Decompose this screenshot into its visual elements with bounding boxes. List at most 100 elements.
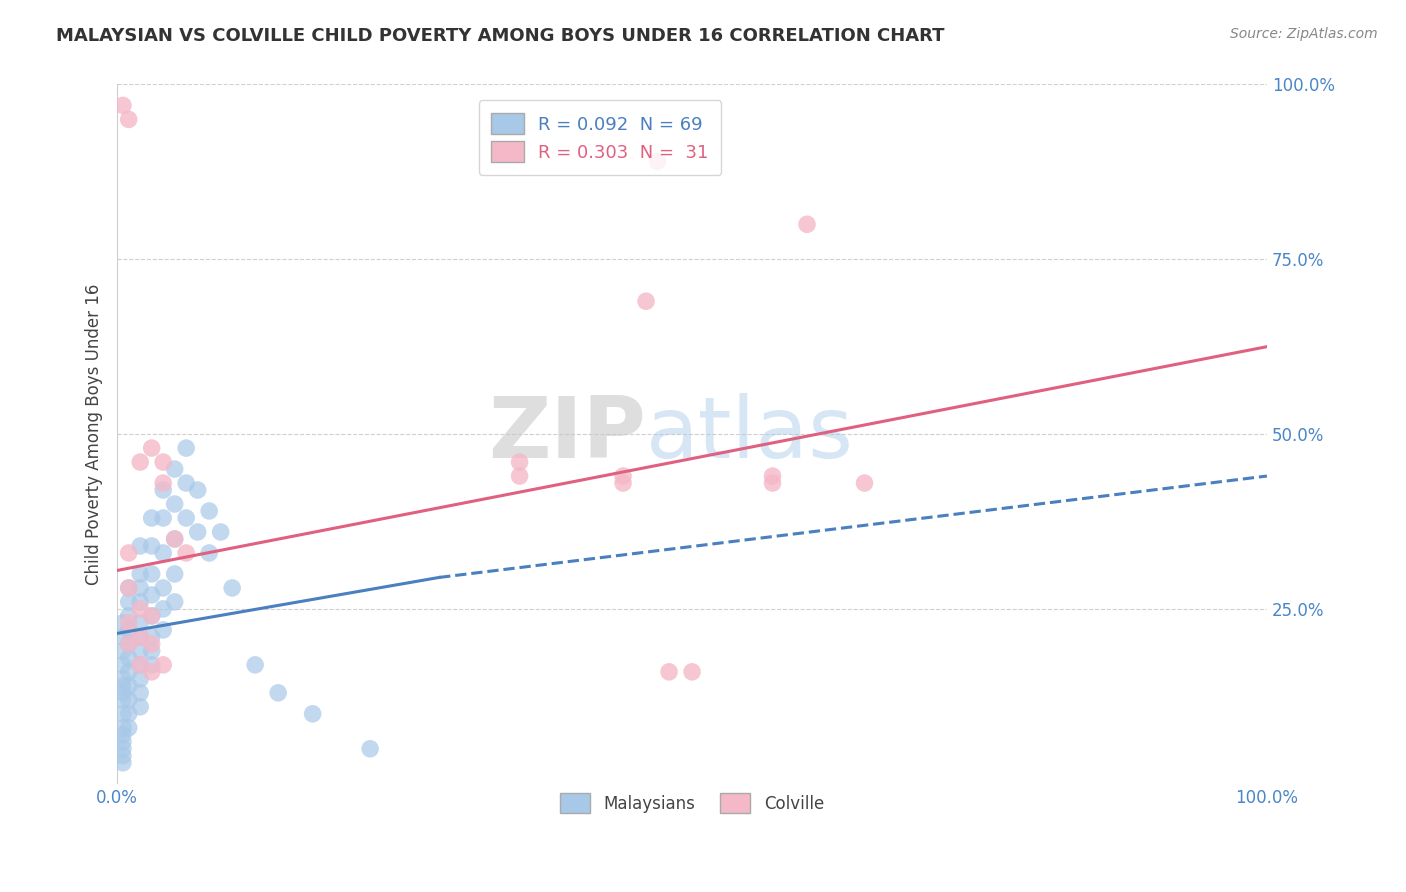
Point <box>111 693 134 707</box>
Point <box>111 686 134 700</box>
Point <box>681 665 703 679</box>
Point <box>761 476 783 491</box>
Point <box>152 623 174 637</box>
Point <box>658 665 681 679</box>
Point <box>267 686 290 700</box>
Point <box>509 455 531 469</box>
Point <box>198 546 221 560</box>
Point <box>152 455 174 469</box>
Point <box>129 657 152 672</box>
Point <box>647 154 669 169</box>
Point <box>163 532 186 546</box>
Point <box>118 546 141 560</box>
Point <box>187 483 209 497</box>
Point <box>129 581 152 595</box>
Point <box>111 630 134 644</box>
Point <box>141 630 163 644</box>
Point <box>111 644 134 658</box>
Point <box>111 756 134 770</box>
Point <box>111 657 134 672</box>
Point <box>359 741 381 756</box>
Point <box>141 665 163 679</box>
Text: ZIP: ZIP <box>488 392 645 475</box>
Point <box>118 615 141 630</box>
Point <box>129 595 152 609</box>
Point <box>612 476 634 491</box>
Point <box>853 476 876 491</box>
Point <box>118 623 141 637</box>
Point <box>118 665 141 679</box>
Point <box>118 581 141 595</box>
Point <box>118 679 141 693</box>
Point <box>187 524 209 539</box>
Legend: Malaysians, Colville: Malaysians, Colville <box>548 781 835 824</box>
Point <box>129 630 152 644</box>
Point <box>152 546 174 560</box>
Point <box>163 532 186 546</box>
Point <box>796 217 818 231</box>
Point <box>111 728 134 742</box>
Point <box>761 469 783 483</box>
Point <box>129 455 152 469</box>
Point <box>129 615 152 630</box>
Point <box>174 476 197 491</box>
Point <box>111 748 134 763</box>
Point <box>111 679 134 693</box>
Point <box>118 608 141 623</box>
Point <box>198 504 221 518</box>
Point <box>152 581 174 595</box>
Point <box>118 637 141 651</box>
Point <box>111 672 134 686</box>
Point <box>141 657 163 672</box>
Point <box>221 581 243 595</box>
Point <box>163 462 186 476</box>
Text: atlas: atlas <box>645 392 853 475</box>
Point <box>141 441 163 455</box>
Text: Source: ZipAtlas.com: Source: ZipAtlas.com <box>1230 27 1378 41</box>
Point <box>129 672 152 686</box>
Point <box>111 735 134 749</box>
Point <box>163 595 186 609</box>
Point <box>141 608 163 623</box>
Point <box>243 657 266 672</box>
Point <box>152 511 174 525</box>
Point <box>129 686 152 700</box>
Point <box>111 741 134 756</box>
Y-axis label: Child Poverty Among Boys Under 16: Child Poverty Among Boys Under 16 <box>86 284 103 585</box>
Point <box>174 511 197 525</box>
Point <box>129 539 152 553</box>
Point <box>141 588 163 602</box>
Point <box>152 657 174 672</box>
Point <box>129 602 152 616</box>
Point <box>163 566 186 581</box>
Point <box>141 608 163 623</box>
Point <box>118 721 141 735</box>
Point <box>111 721 134 735</box>
Point <box>118 595 141 609</box>
Point <box>509 469 531 483</box>
Point <box>163 497 186 511</box>
Point <box>152 476 174 491</box>
Point <box>118 112 141 127</box>
Point <box>141 637 163 651</box>
Point <box>174 546 197 560</box>
Point <box>152 602 174 616</box>
Point <box>111 615 134 630</box>
Point <box>118 693 141 707</box>
Point <box>634 294 657 309</box>
Point <box>612 469 634 483</box>
Point <box>129 630 152 644</box>
Point <box>129 657 152 672</box>
Point <box>174 441 197 455</box>
Point <box>111 98 134 112</box>
Point <box>141 644 163 658</box>
Point <box>118 581 141 595</box>
Point <box>118 706 141 721</box>
Point <box>118 651 141 665</box>
Point <box>141 511 163 525</box>
Point <box>141 566 163 581</box>
Point <box>129 699 152 714</box>
Point <box>111 706 134 721</box>
Point <box>152 483 174 497</box>
Point <box>141 539 163 553</box>
